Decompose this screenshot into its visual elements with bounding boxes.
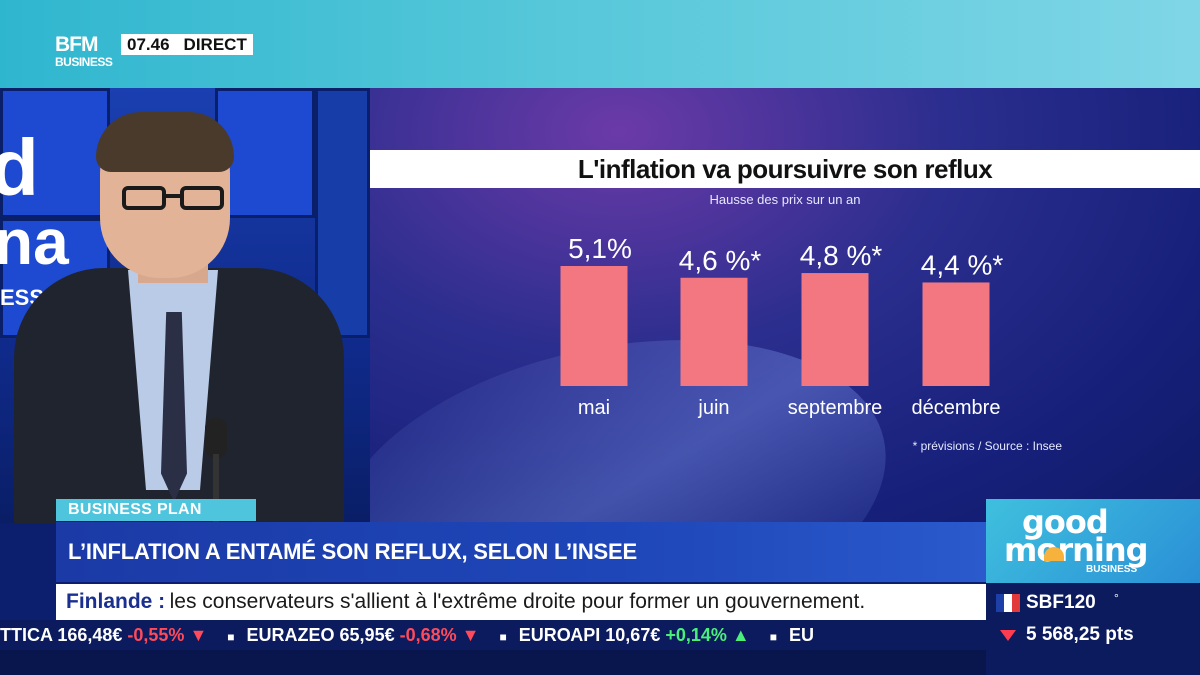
index-marker: ° — [1114, 591, 1119, 605]
ticker-stock-change: -0,55% ▼ — [127, 625, 208, 645]
ticker-item: EURОАPI 10,67€ +0,14% ▲ — [519, 625, 750, 645]
down-arrow-icon — [1000, 630, 1016, 641]
presenter — [0, 88, 370, 523]
good-morning-logo: good morning BUSINESS — [986, 499, 1200, 583]
studio-screen — [315, 88, 370, 338]
ticker-stock-change: +0,14% ▲ — [665, 625, 750, 645]
microphone-icon — [205, 418, 227, 458]
ticker-item: EURAZEO 65,95€ -0,68% ▼ — [247, 625, 480, 645]
chart-panel: L'inflation va poursuivre son reflux Hau… — [370, 88, 1200, 523]
studio-screen — [0, 88, 110, 218]
background-logo-fragment: na — [0, 206, 69, 278]
market-index-box: SBF120 ° 5 568,25 pts — [986, 583, 1200, 675]
ticker-stock-name: EU — [788, 625, 814, 645]
category-label-décembre: décembre — [912, 397, 1001, 419]
logo-line-3: BUSINESS — [1086, 564, 1138, 575]
news-crawl-bar: Finlande : les conservateurs s'allient à… — [56, 584, 986, 620]
bar-décembre — [922, 282, 990, 386]
chart-title: L'inflation va poursuivre son reflux — [577, 154, 993, 184]
background-logo-fragment: d — [0, 123, 39, 212]
ticker-stock-name: TTICA — [0, 625, 58, 645]
headline-bar: L’INFLATION A ENTAMÉ SON REFLUX, SELON L… — [56, 522, 986, 582]
inflation-bar-chart: 5,1% mai 4,6 %* juin 4,8 %* septembre 4,4 %* dé… — [560, 233, 1004, 419]
value-label-juin: 4,6 %* — [679, 245, 762, 276]
bar-juin — [680, 277, 748, 386]
ticker-stock-price: 166,48€ — [57, 625, 128, 645]
ticker-stock-price: 65,95€ — [339, 625, 400, 645]
ticker-item: TTICA 166,48€ -0,55% ▼ — [0, 625, 207, 645]
category-label-mai: mai — [578, 397, 610, 419]
stock-ticker: TTICA 166,48€ -0,55% ▼ ■ EURAZEO 65,95€ -0… — [0, 620, 986, 650]
headline-text: L’INFLATION A ENTAMÉ SON REFLUX, SELON L… — [68, 539, 637, 564]
chart-title-bar: L'inflation va poursuivre son reflux — [370, 150, 1200, 188]
ticker-item: EU — [789, 625, 814, 645]
ticker-separator: ■ — [227, 630, 235, 644]
bottom-strip — [0, 650, 986, 675]
france-flag-icon — [996, 594, 1020, 612]
value-label-mai: 5,1% — [568, 233, 632, 264]
ticker-stock-change: -0,68% ▼ — [399, 625, 480, 645]
bar-mai — [560, 266, 628, 386]
top-banner: BFM BUSINESS 07.46 DIRECT — [0, 0, 1200, 88]
bfm-business-logo: BFM BUSINESS — [55, 33, 113, 70]
chart-subtitle: Hausse des prix sur un an — [709, 192, 861, 207]
sun-icon — [1044, 547, 1064, 561]
ticker-stock-name: EURОАPI — [518, 625, 606, 645]
index-value: 5 568,25 pts — [1026, 624, 1134, 645]
category-label-juin: juin — [697, 397, 729, 419]
ticker-stock-price: 10,67€ — [605, 625, 666, 645]
chart-source-note: * prévisions / Source : Insee — [912, 439, 1062, 453]
ticker-separator: ■ — [499, 630, 507, 644]
glasses — [118, 186, 228, 212]
show-label: BUSINESS PLAN — [56, 499, 256, 521]
index-name: SBF120 — [1026, 592, 1096, 613]
studio-camera-view: d na ESS — [0, 88, 370, 523]
category-label-septembre: septembre — [788, 397, 883, 419]
value-label-septembre: 4,8 %* — [800, 240, 883, 271]
logo-line-2: morning — [1004, 531, 1149, 569]
value-label-décembre: 4,4 %* — [921, 249, 1004, 280]
ticker-stock-name: EURAZEO — [246, 625, 340, 645]
logo-line-1: good — [1022, 503, 1109, 541]
bar-septembre — [801, 273, 869, 386]
show-label-text: BUSINESS PLAN — [68, 501, 202, 518]
news-text: les conservateurs s'allient à l'extrême … — [169, 590, 866, 613]
live-label: DIRECT — [183, 35, 247, 54]
news-key: Finlande : — [66, 590, 166, 613]
clock-time: 07.46 — [127, 35, 170, 54]
ticker-separator: ■ — [769, 630, 777, 644]
live-indicator: 07.46 DIRECT — [121, 34, 253, 55]
